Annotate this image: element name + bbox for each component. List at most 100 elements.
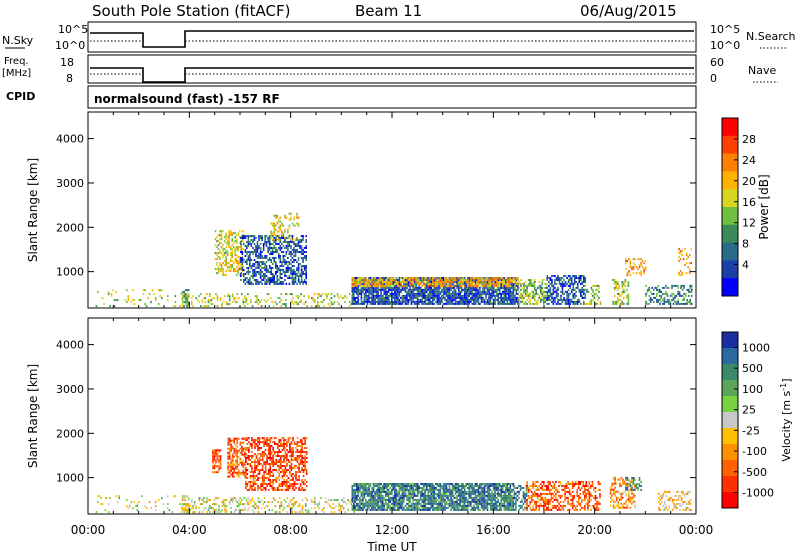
data-cell bbox=[486, 281, 489, 283]
data-cell bbox=[593, 292, 596, 295]
data-cell bbox=[190, 507, 193, 510]
data-cell bbox=[672, 298, 675, 301]
data-cell bbox=[489, 279, 492, 282]
data-cell bbox=[381, 302, 384, 305]
data-cell bbox=[248, 507, 251, 510]
data-cell bbox=[253, 501, 255, 504]
data-cell bbox=[581, 286, 584, 289]
data-cell bbox=[300, 249, 303, 251]
data-cell bbox=[448, 282, 451, 285]
data-cell bbox=[290, 216, 292, 219]
data-cell bbox=[252, 461, 255, 463]
data-cell bbox=[387, 288, 390, 291]
data-cell bbox=[266, 501, 269, 504]
data-cell bbox=[623, 284, 625, 287]
data-cell bbox=[372, 302, 375, 305]
data-cell bbox=[239, 256, 241, 259]
data-cell bbox=[524, 281, 527, 283]
data-cell bbox=[371, 277, 373, 280]
data-cell bbox=[300, 253, 303, 255]
data-cell bbox=[237, 260, 240, 263]
data-cell bbox=[183, 503, 185, 506]
data-cell bbox=[366, 487, 369, 489]
data-cell bbox=[248, 441, 250, 444]
data-cell bbox=[497, 296, 499, 299]
data-cell bbox=[404, 298, 407, 301]
data-cell bbox=[501, 292, 504, 295]
data-cell bbox=[581, 290, 584, 293]
freq-label: Freq. bbox=[4, 56, 29, 67]
data-cell bbox=[296, 437, 299, 440]
data-cell bbox=[296, 445, 299, 447]
data-cell bbox=[260, 488, 262, 491]
data-cell bbox=[520, 282, 522, 285]
data-cell bbox=[323, 305, 325, 308]
data-cell bbox=[242, 437, 245, 440]
data-cell bbox=[572, 302, 574, 305]
data-cell bbox=[264, 281, 266, 283]
data-cell bbox=[497, 288, 499, 291]
data-cell bbox=[406, 285, 408, 288]
data-cell bbox=[243, 273, 245, 275]
data-cell bbox=[279, 282, 282, 285]
data-cell bbox=[270, 481, 273, 483]
data-cell bbox=[218, 449, 220, 452]
data-cell bbox=[360, 498, 363, 501]
data-cell bbox=[344, 301, 346, 304]
data-cell bbox=[527, 284, 530, 287]
data-cell bbox=[354, 283, 357, 286]
data-cell bbox=[245, 449, 247, 451]
data-cell bbox=[363, 492, 366, 495]
data-cell bbox=[412, 292, 414, 295]
data-cell bbox=[180, 293, 183, 296]
data-cell bbox=[457, 283, 460, 286]
data-cell bbox=[249, 487, 252, 489]
data-cell bbox=[254, 503, 257, 506]
data-cell bbox=[258, 461, 261, 463]
data-cell bbox=[415, 279, 417, 282]
data-cell bbox=[304, 483, 306, 485]
data-cell bbox=[445, 290, 448, 293]
data-cell bbox=[623, 290, 625, 293]
data-cell bbox=[287, 277, 289, 279]
data-cell bbox=[514, 282, 516, 285]
data-cell bbox=[303, 269, 306, 271]
data-cell bbox=[432, 300, 434, 303]
data-cell bbox=[243, 237, 245, 239]
data-cell bbox=[265, 281, 268, 283]
data-cell bbox=[296, 467, 299, 469]
data-cell bbox=[459, 286, 461, 289]
data-cell bbox=[281, 455, 284, 457]
data-cell bbox=[288, 275, 291, 277]
data-cell bbox=[470, 290, 472, 293]
data-cell bbox=[392, 281, 395, 283]
data-cell bbox=[116, 501, 119, 504]
data-cell bbox=[483, 290, 486, 293]
data-cell bbox=[236, 459, 239, 462]
data-cell bbox=[418, 288, 420, 291]
data-cell bbox=[374, 288, 376, 291]
data-cell bbox=[569, 292, 571, 295]
data-cell bbox=[300, 239, 303, 241]
data-cell bbox=[263, 463, 265, 465]
data-cell bbox=[283, 439, 285, 442]
data-cell bbox=[353, 485, 355, 487]
data-cell bbox=[267, 251, 269, 253]
data-cell bbox=[304, 463, 306, 465]
data-cell bbox=[153, 293, 155, 296]
data-cell bbox=[384, 286, 387, 289]
data-cell bbox=[257, 461, 259, 463]
data-cell bbox=[555, 290, 558, 293]
data-cell bbox=[216, 258, 218, 261]
data-cell bbox=[288, 267, 291, 269]
data-cell bbox=[295, 303, 298, 306]
data-cell bbox=[599, 300, 602, 303]
data-cell bbox=[101, 297, 104, 300]
data-cell bbox=[500, 284, 502, 287]
data-cell bbox=[267, 445, 270, 447]
data-cell bbox=[250, 282, 253, 285]
data-cell bbox=[255, 253, 257, 255]
data-cell bbox=[275, 261, 277, 263]
data-cell bbox=[244, 475, 246, 478]
data-cell bbox=[377, 281, 379, 284]
